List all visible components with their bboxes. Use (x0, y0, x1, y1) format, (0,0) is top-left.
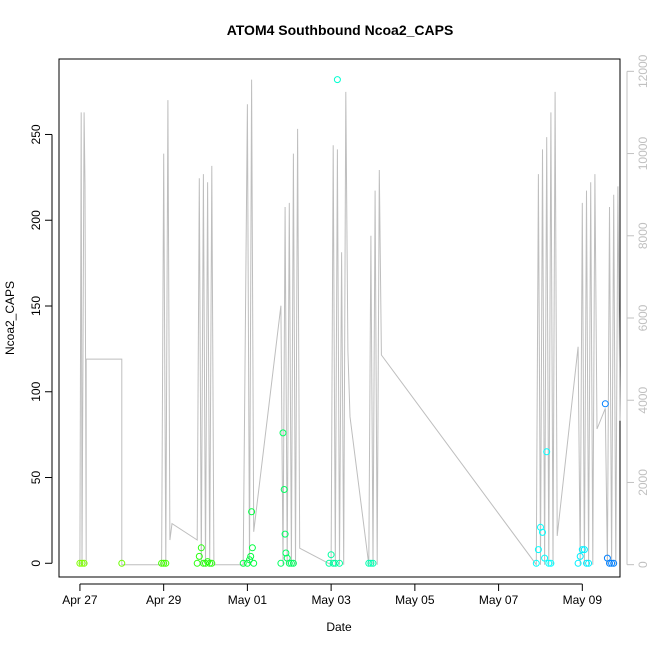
data-point (532, 559, 540, 567)
y-axis-label: Ncoa2_CAPS (3, 281, 17, 355)
data-point (289, 559, 297, 567)
line-series-path (79, 79, 621, 567)
data-point (193, 559, 201, 567)
line-series (79, 79, 621, 567)
x-tick-label: May 01 (228, 593, 268, 607)
y-tick-label: 250 (29, 124, 43, 144)
data-point (574, 559, 582, 567)
data-point (576, 552, 584, 560)
data-point (281, 530, 289, 538)
data-point (608, 559, 616, 567)
y-tick-label: 150 (29, 296, 43, 316)
y2-tick-label: 12000 (636, 54, 650, 88)
y2-tick-label: 0 (636, 561, 650, 568)
x-tick-label: May 03 (311, 593, 351, 607)
secondary-y-axis: 0 2000 4000 6000 8000 10000 12000 (626, 54, 650, 568)
x-tick-label: May 05 (395, 593, 435, 607)
y-tick-label: 0 (29, 560, 43, 567)
data-point (369, 559, 377, 567)
data-point (248, 508, 256, 516)
data-point (333, 76, 341, 84)
data-point (367, 559, 375, 567)
data-point (365, 559, 373, 567)
data-point (197, 544, 205, 552)
data-point (118, 559, 126, 567)
data-point (547, 559, 555, 567)
data-point (601, 400, 609, 408)
data-point (534, 546, 542, 554)
data-point (580, 546, 588, 554)
data-point (606, 559, 613, 567)
data-point (585, 559, 593, 567)
data-point (250, 559, 258, 567)
y2-tick-label: 10000 (636, 137, 650, 171)
y2-tick-label: 2000 (636, 469, 650, 496)
data-point (78, 559, 86, 567)
data-point (285, 559, 293, 567)
data-point (287, 559, 295, 567)
data-point (610, 559, 618, 567)
x-tick-label: Apr 29 (146, 593, 182, 607)
chart-title: ATOM4 Southbound Ncoa2_CAPS (227, 22, 454, 38)
x-tick-label: Apr 27 (62, 593, 98, 607)
y2-tick-label: 6000 (636, 304, 650, 331)
data-point (248, 544, 256, 552)
x-tick-label: May 09 (563, 593, 603, 607)
data-point (280, 486, 288, 493)
data-point (327, 551, 335, 559)
y-tick-label: 50 (29, 471, 43, 485)
x-axis: Apr 27 Apr 29 May 01 May 03 May 05 May 07 May … (62, 583, 603, 607)
data-point (277, 559, 285, 567)
data-point (239, 559, 247, 567)
plot-frame (58, 58, 621, 578)
data-point (162, 559, 170, 567)
data-point (545, 559, 553, 567)
data-point (206, 559, 214, 567)
data-point (204, 558, 212, 566)
data-point (583, 559, 590, 567)
data-point (282, 549, 290, 557)
data-point (208, 559, 216, 567)
y-axis: 0 50 100 150 200 250 (29, 124, 53, 567)
data-point (160, 559, 168, 567)
x-tick-label: May 07 (479, 593, 519, 607)
y2-tick-label: 4000 (636, 387, 650, 414)
data-point (543, 448, 551, 456)
point-series (76, 76, 618, 567)
x-axis-label: Date (326, 620, 352, 634)
data-point (336, 559, 343, 567)
data-point (80, 559, 88, 567)
data-point (539, 528, 546, 536)
data-point (247, 552, 255, 560)
data-point (195, 552, 203, 560)
data-point (279, 429, 287, 437)
data-point (541, 554, 549, 562)
data-point (331, 559, 339, 567)
y-tick-label: 100 (29, 381, 43, 401)
data-point (158, 559, 166, 567)
data-point (76, 559, 84, 567)
y2-tick-label: 8000 (636, 222, 650, 249)
data-point (246, 556, 253, 564)
data-point (578, 546, 586, 554)
y-tick-label: 200 (29, 210, 43, 230)
